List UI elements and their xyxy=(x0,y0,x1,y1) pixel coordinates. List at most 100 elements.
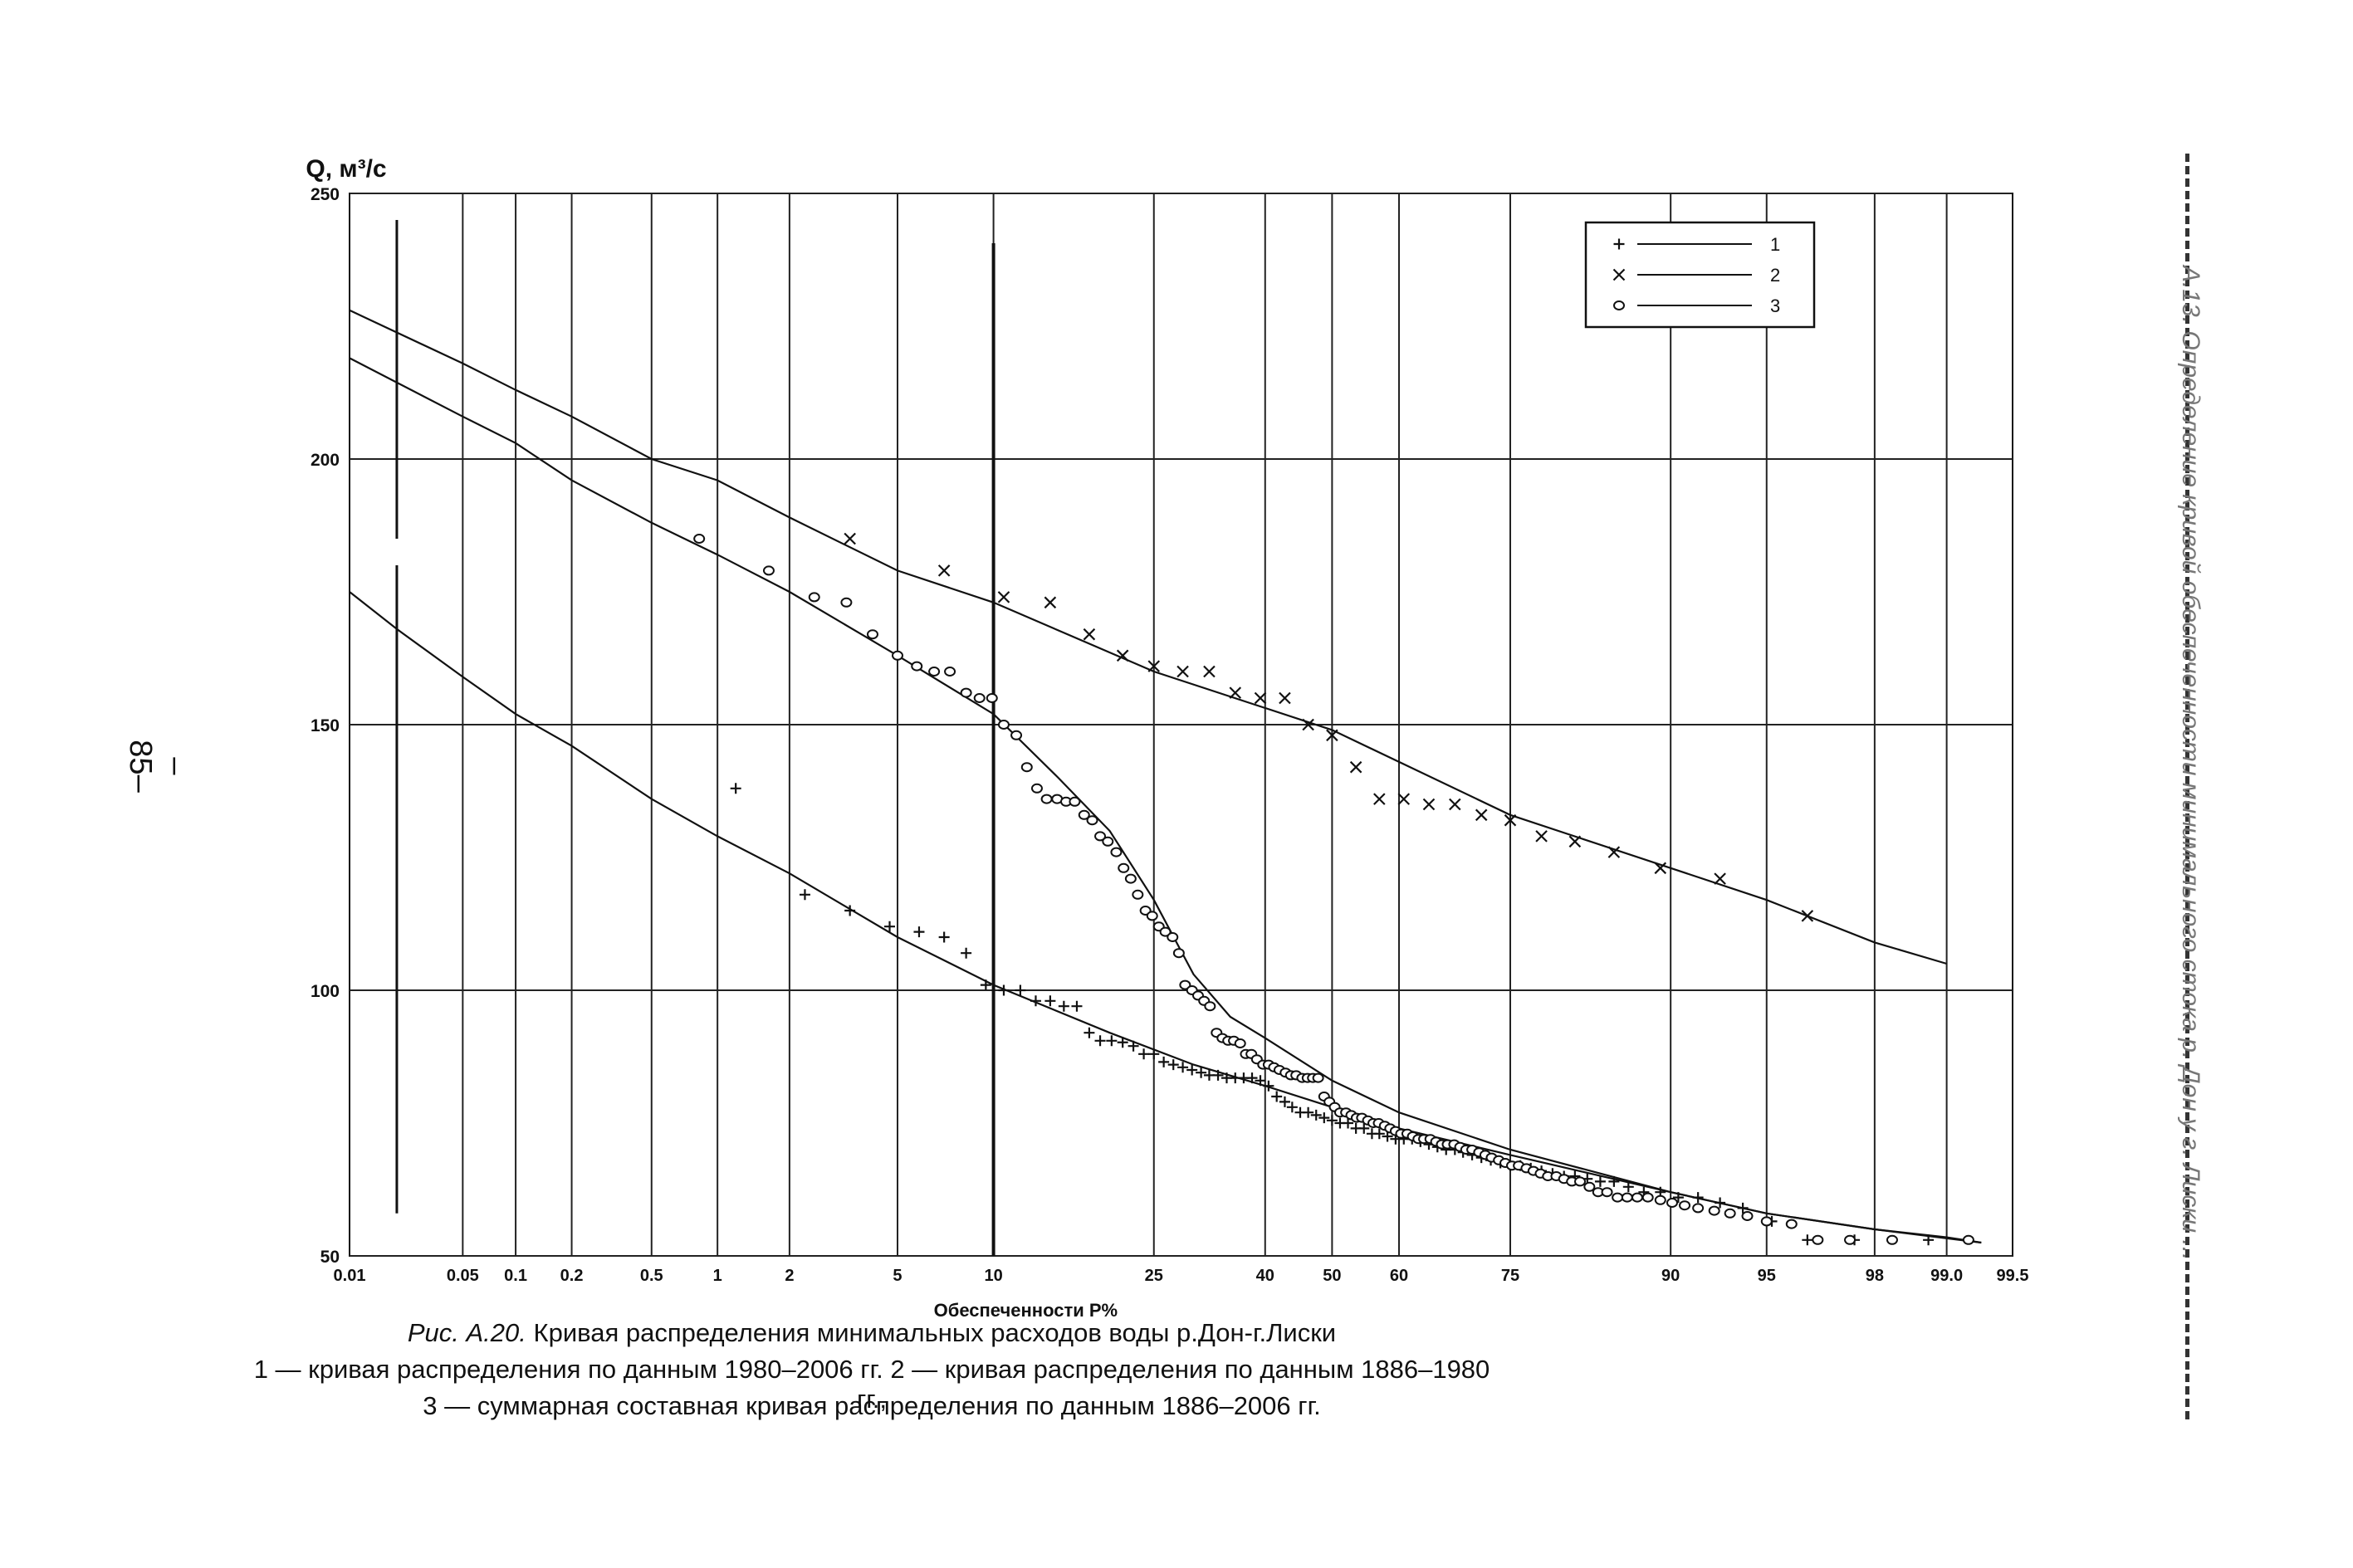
point-series-2 xyxy=(1714,872,1726,885)
point-series-1 xyxy=(938,931,950,943)
point-series-1 xyxy=(1286,1102,1298,1113)
point-series-1 xyxy=(1138,1048,1150,1060)
point-series-2 xyxy=(1083,628,1096,641)
point-series-1 xyxy=(799,889,810,901)
point-series-1 xyxy=(1058,1000,1069,1012)
point-series-1 xyxy=(1158,1056,1170,1067)
x-tick-label: 99.0 xyxy=(1930,1267,1963,1285)
point-series-1 xyxy=(1196,1067,1207,1078)
x-tick-label: 95 xyxy=(1758,1267,1776,1285)
point-series-3 xyxy=(986,693,998,703)
point-series-1 xyxy=(1177,1062,1189,1073)
point-series-3 xyxy=(1692,1203,1705,1214)
point-series-3 xyxy=(1621,1192,1633,1203)
point-series-2 xyxy=(1279,691,1291,705)
point-series-3 xyxy=(1234,1038,1246,1048)
point-series-3 xyxy=(1030,783,1043,794)
point-series-3 xyxy=(973,693,986,703)
point-series-3 xyxy=(1132,889,1144,900)
point-series-3 xyxy=(997,720,1010,730)
x-tick-label: 25 xyxy=(1145,1267,1163,1285)
x-tick-label: 0.1 xyxy=(504,1267,527,1285)
point-series-1 xyxy=(1255,1075,1266,1087)
legend-label-2: 2 xyxy=(1770,265,1780,286)
curve-series-3 xyxy=(349,357,1982,1244)
point-series-3 xyxy=(1102,836,1114,847)
point-series-3 xyxy=(1601,1187,1613,1198)
curves xyxy=(349,309,1982,1244)
point-series-2 xyxy=(1535,830,1548,843)
point-series-3 xyxy=(1886,1234,1898,1245)
y-tick-label: 250 xyxy=(311,185,340,204)
point-series-3 xyxy=(1631,1192,1643,1203)
grid xyxy=(349,193,2013,1257)
y-tick-label: 150 xyxy=(311,716,340,735)
caption-line-3: 3 — суммарная составная кривая распредел… xyxy=(423,1391,1321,1420)
figure-label: Рис. А.20. xyxy=(407,1318,526,1347)
point-series-3 xyxy=(1962,1234,1974,1245)
point-series-1 xyxy=(1128,1040,1139,1052)
x-tick-label: 50 xyxy=(1323,1267,1341,1285)
legend-marker-1 xyxy=(1613,238,1625,250)
point-series-2 xyxy=(1397,793,1411,805)
x-tick-label: 60 xyxy=(1390,1267,1408,1285)
point-series-1 xyxy=(1015,984,1026,996)
point-series-2 xyxy=(1176,665,1189,678)
x-tick-label: 0.05 xyxy=(447,1267,479,1285)
point-series-3 xyxy=(762,565,775,576)
point-series-3 xyxy=(1724,1208,1736,1219)
point-series-2 xyxy=(1254,691,1267,705)
point-series-3 xyxy=(891,650,903,661)
x-tick-label: 5 xyxy=(893,1267,902,1285)
legend-label-1: 1 xyxy=(1770,234,1780,255)
point-series-2 xyxy=(1654,862,1667,875)
point-series-2 xyxy=(1373,793,1386,805)
point-series-1 xyxy=(998,984,1010,996)
point-series-2 xyxy=(1607,846,1621,858)
point-series-1 xyxy=(1608,1175,1620,1187)
point-series-3 xyxy=(1110,847,1123,857)
point-series-3 xyxy=(1204,1001,1216,1012)
point-series-2 xyxy=(997,591,1010,603)
point-series-1 xyxy=(1358,1122,1370,1134)
point-series-3 xyxy=(1312,1072,1324,1083)
point-series-3 xyxy=(1124,873,1137,884)
y-axis-title: Q, м³/с xyxy=(306,155,386,183)
point-series-1 xyxy=(1212,1069,1224,1081)
point-series-1 xyxy=(1692,1192,1704,1204)
point-series-1 xyxy=(1148,1048,1160,1060)
point-series-2 xyxy=(1116,649,1129,662)
point-series-3 xyxy=(1812,1234,1824,1245)
point-series-1 xyxy=(730,783,741,794)
point-series-1 xyxy=(1318,1112,1330,1124)
point-series-3 xyxy=(1666,1198,1678,1208)
point-series-1 xyxy=(884,921,895,932)
point-series-3 xyxy=(1641,1192,1654,1203)
x-tick-label: 99.5 xyxy=(1997,1267,2029,1285)
point-series-1 xyxy=(1044,995,1056,1007)
x-tick-label: 10 xyxy=(984,1267,1002,1285)
point-series-1 xyxy=(1263,1080,1274,1092)
point-series-3 xyxy=(1574,1176,1587,1187)
point-series-3 xyxy=(1167,932,1179,942)
point-series-3 xyxy=(1146,911,1158,921)
point-series-1 xyxy=(1310,1109,1322,1121)
point-series-3 xyxy=(1654,1194,1666,1205)
point-series-1 xyxy=(1084,1027,1095,1038)
point-series-3 xyxy=(1159,926,1172,937)
point-series-2 xyxy=(1229,686,1242,699)
point-series-1 xyxy=(1622,1181,1634,1193)
point-series-1 xyxy=(1923,1234,1935,1246)
point-series-1 xyxy=(1071,1000,1083,1012)
point-series-2 xyxy=(844,532,856,545)
point-series-3 xyxy=(1785,1219,1798,1229)
point-series-3 xyxy=(1069,796,1081,807)
point-series-3 xyxy=(808,592,820,603)
data-points xyxy=(693,532,1974,1246)
point-series-3 xyxy=(1040,794,1053,804)
point-series-1 xyxy=(1737,1202,1749,1214)
point-series-3 xyxy=(1010,730,1023,740)
point-series-1 xyxy=(1373,1128,1385,1140)
